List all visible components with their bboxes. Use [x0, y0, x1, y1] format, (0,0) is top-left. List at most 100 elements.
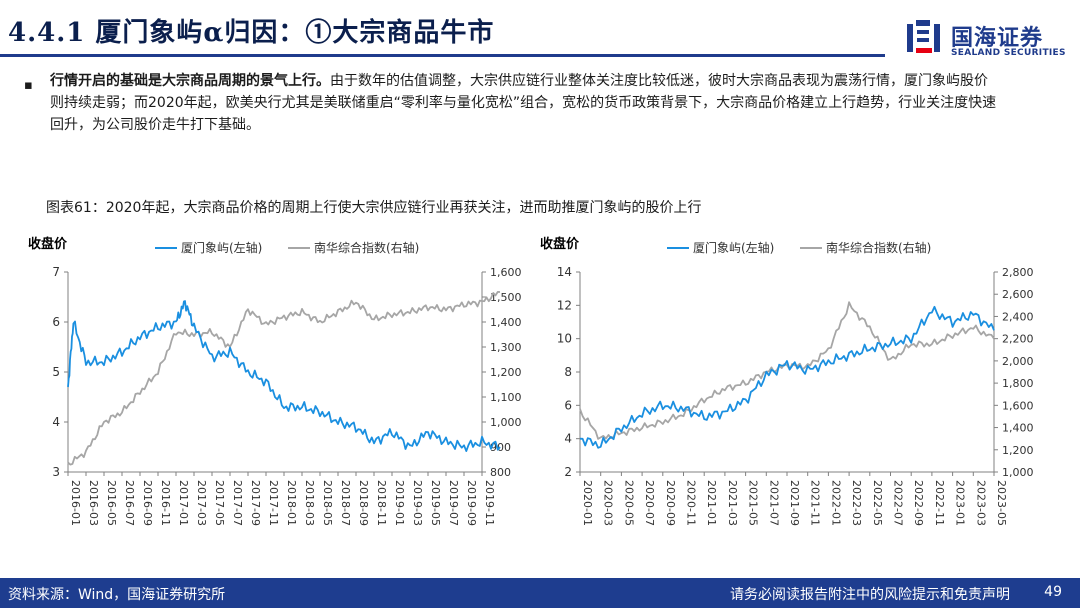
x-tick-label: 2019-05 [429, 480, 442, 526]
source-note: 资料来源：Wind，国海证券研究所 [8, 587, 226, 603]
x-tick-label: 2018-05 [321, 480, 334, 526]
x-tick-label: 2020-09 [664, 480, 677, 526]
right-tick-label: 1,400 [490, 316, 522, 329]
right-tick-label: 1,000 [1002, 466, 1034, 479]
x-tick-label: 2022-11 [933, 480, 946, 526]
right-tick-label: 1,000 [490, 416, 522, 429]
right-tick-label: 1,600 [1002, 399, 1034, 412]
x-tick-label: 2023-03 [974, 480, 987, 526]
x-tick-label: 2021-05 [747, 480, 760, 526]
x-tick-label: 2017-03 [195, 480, 208, 526]
series-line-nanhua-index [67, 291, 501, 466]
x-tick-label: 2020-05 [622, 480, 635, 526]
x-tick-label: 2017-09 [249, 480, 262, 526]
left-tick-label: 6 [564, 398, 572, 412]
body-paragraph: 行情开启的基础是大宗商品周期的景气上行。由于数年的估值调整，大宗供应链行业整体关… [50, 70, 1000, 136]
right-tick-label: 1,400 [1002, 422, 1034, 435]
right-tick-label: 2,800 [1002, 266, 1034, 279]
x-tick-label: 2018-03 [303, 480, 316, 526]
disclaimer-text: 请务必阅读报告附注中的风险提示和免责声明 [730, 587, 1010, 603]
left-tick-label: 4 [52, 415, 60, 429]
right-tick-label: 2,600 [1002, 288, 1034, 301]
title-divider [0, 54, 885, 57]
x-tick-label: 2018-09 [357, 480, 370, 526]
x-tick-label: 2022-07 [892, 480, 905, 526]
x-tick-label: 2017-07 [231, 480, 244, 526]
left-tick-label: 7 [52, 265, 60, 279]
bullet-marker: ▪ [24, 78, 33, 93]
right-tick-label: 1,600 [490, 266, 522, 279]
x-tick-label: 2021-01 [705, 480, 718, 526]
x-tick-label: 2017-11 [267, 480, 280, 526]
left-tick-label: 2 [564, 465, 572, 479]
left-tick-label: 10 [557, 332, 572, 346]
right-tick-label: 800 [490, 466, 511, 479]
x-tick-label: 2021-11 [809, 480, 822, 526]
y-axis-title: 收盘价 [28, 236, 68, 252]
chart-2016-2019: 收盘价 厦门象屿(左轴) 南华综合指数(右轴)345678009001,0001,1… [28, 236, 522, 526]
x-tick-label: 2021-03 [726, 480, 739, 526]
x-tick-label: 2020-03 [602, 480, 615, 526]
page-title: 4.4.1 厦门象屿α归因：①大宗商品牛市 [8, 18, 495, 48]
x-tick-label: 2016-11 [159, 480, 172, 526]
x-tick-label: 2016-07 [123, 480, 136, 526]
x-tick-label: 2021-09 [788, 480, 801, 526]
x-tick-label: 2016-05 [105, 480, 118, 526]
right-tick-label: 1,300 [490, 341, 522, 354]
x-tick-label: 2020-07 [643, 480, 656, 526]
legend-label: 南华综合指数(右轴) [314, 240, 419, 255]
right-tick-label: 1,200 [490, 366, 522, 379]
x-tick-label: 2022-05 [871, 480, 884, 526]
legend-label: 厦门象屿(左轴) [181, 240, 262, 255]
page-number: 49 [1044, 584, 1062, 600]
x-tick-label: 2016-03 [87, 480, 100, 526]
series-line-xiamen-xiangyu [67, 300, 501, 452]
right-tick-label: 1,200 [1002, 444, 1034, 457]
footer-bar: 资料来源：Wind，国海证券研究所 请务必阅读报告附注中的风险提示和免责声明 4… [0, 578, 1080, 608]
x-tick-label: 2020-01 [581, 480, 594, 526]
x-tick-label: 2016-01 [69, 480, 82, 526]
figure-caption: 图表61：2020年起，大宗商品价格的周期上行使大宗供应链行业再获关注，进而助推… [46, 200, 702, 216]
left-tick-label: 14 [557, 265, 572, 279]
paragraph-lead: 行情开启的基础是大宗商品周期的景气上行。 [50, 73, 330, 89]
left-tick-label: 8 [564, 365, 572, 379]
right-tick-label: 2,400 [1002, 310, 1034, 323]
x-tick-label: 2017-05 [213, 480, 226, 526]
x-tick-label: 2022-09 [912, 480, 925, 526]
x-tick-label: 2019-07 [447, 480, 460, 526]
left-tick-label: 3 [52, 465, 60, 479]
x-tick-label: 2019-11 [483, 480, 496, 526]
right-tick-label: 1,500 [490, 291, 522, 304]
x-tick-label: 2019-09 [465, 480, 478, 526]
x-tick-label: 2017-01 [177, 480, 190, 526]
y-axis-title: 收盘价 [540, 236, 580, 252]
legend-label: 南华综合指数(右轴) [826, 240, 931, 255]
left-tick-label: 12 [557, 298, 572, 312]
legend-label: 厦门象屿(左轴) [693, 240, 774, 255]
company-logo: 国海证券 SEALAND SECURITIES [905, 14, 1075, 62]
chart-2020-2023: 收盘价 厦门象屿(左轴) 南华综合指数(右轴) 2 4 6 8 10 12 14 1,000 1,20… [540, 236, 1034, 526]
paragraph-body: 由于数年的估值调整，大宗供应链行业整体关注度比较低迷，彼时大宗商品表现为震荡行情… [50, 73, 997, 133]
x-tick-label: 2018-07 [339, 480, 352, 526]
left-tick-label: 5 [52, 365, 60, 379]
x-tick-label: 2022-01 [829, 480, 842, 526]
left-tick-label: 4 [564, 432, 572, 446]
x-tick-label: 2018-11 [375, 480, 388, 526]
right-tick-label: 2,000 [1002, 355, 1034, 368]
right-tick-label: 1,800 [1002, 377, 1034, 390]
x-tick-label: 2022-03 [850, 480, 863, 526]
series-line-nanhua-index [579, 301, 995, 440]
x-tick-label: 2023-05 [995, 480, 1008, 526]
x-tick-label: 2019-01 [393, 480, 406, 526]
right-tick-label: 1,100 [490, 391, 522, 404]
x-tick-label: 2023-01 [954, 480, 967, 526]
logo-text-cn: 国海证券 [951, 26, 1044, 51]
sealand-logo-icon [907, 20, 940, 53]
x-tick-label: 2016-09 [141, 480, 154, 526]
x-tick-label: 2020-11 [685, 480, 698, 526]
series-line-xiamen-xiangyu [579, 305, 995, 449]
x-tick-label: 2018-01 [285, 480, 298, 526]
left-tick-label: 6 [52, 315, 60, 329]
right-tick-label: 2,200 [1002, 333, 1034, 346]
x-tick-label: 2021-07 [767, 480, 780, 526]
